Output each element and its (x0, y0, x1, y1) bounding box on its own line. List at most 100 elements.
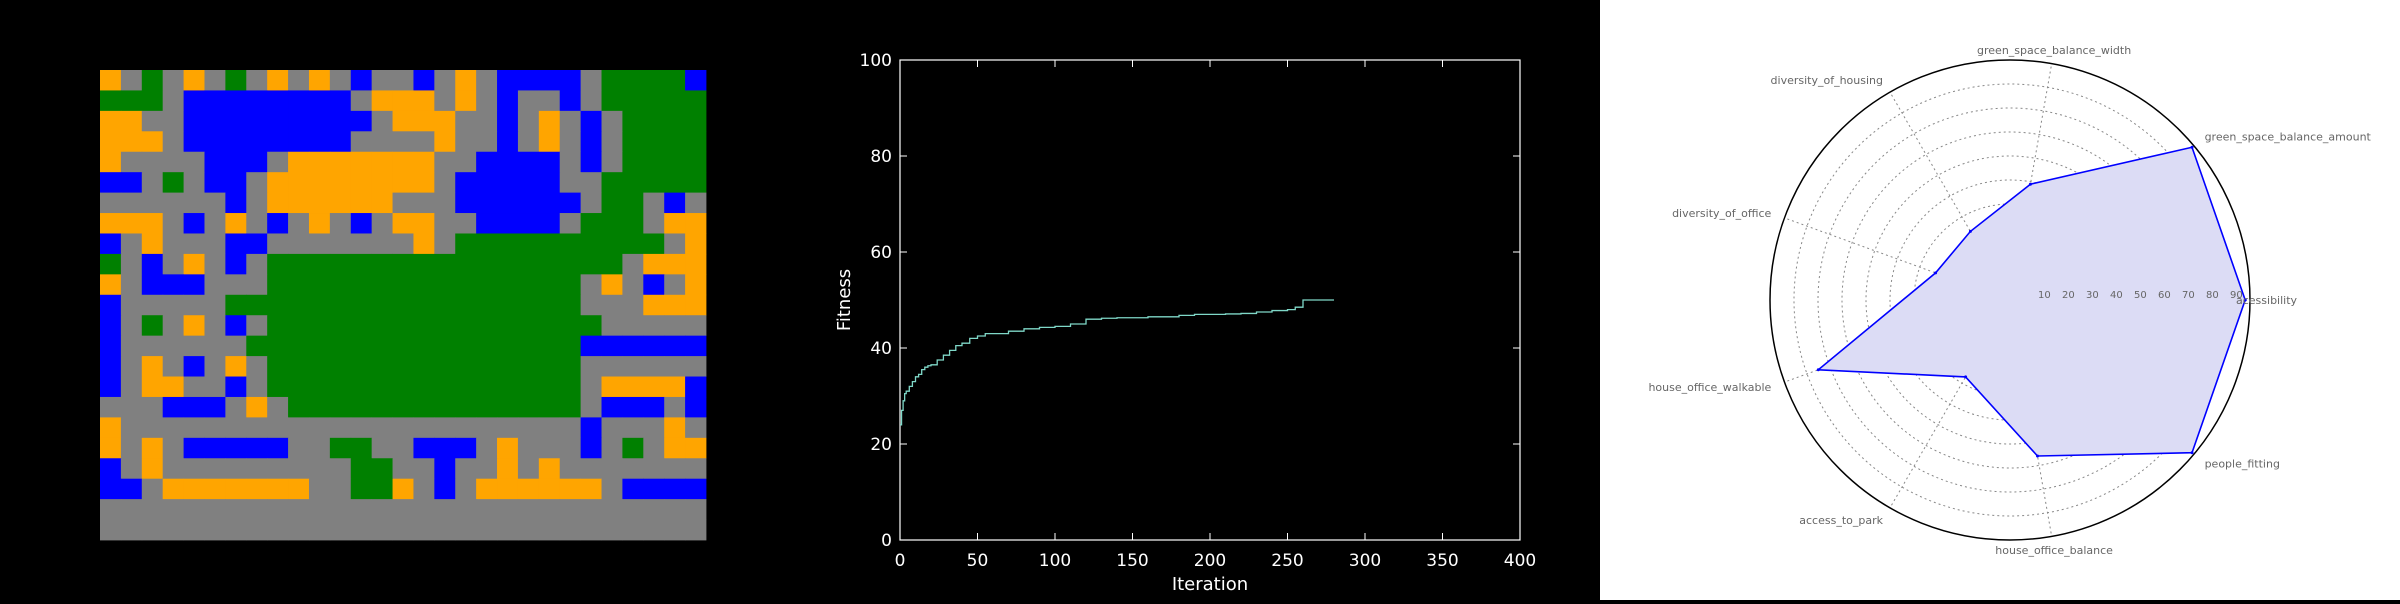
grid-cell-green (329, 376, 352, 398)
grid-cell-road (413, 192, 435, 214)
grid-cell-green (329, 356, 352, 377)
grid-cell-green (350, 478, 373, 500)
grid-cell-green (329, 437, 352, 459)
grid-cell-green (413, 274, 435, 296)
grid-cell-green (371, 274, 393, 296)
grid-cell-office (580, 417, 602, 439)
grid-cell-office (664, 192, 686, 214)
grid-cell-road (204, 274, 226, 296)
grid-cell-road (538, 519, 561, 541)
grid-cell-green (622, 172, 644, 193)
grid-cell-green (538, 356, 561, 377)
radial-tick-label: 40 (2110, 290, 2123, 301)
grid-cell-road (664, 274, 686, 296)
grid-cell-residential (329, 172, 352, 193)
grid-cell-office (100, 172, 122, 193)
grid-cell-road (204, 233, 226, 255)
grid-cell-residential (141, 233, 164, 255)
grid-cell-road (120, 294, 143, 316)
grid-cell-road (664, 356, 686, 377)
grid-cell-road (559, 110, 582, 132)
grid-cell-residential (100, 70, 122, 91)
grid-cell-green (141, 70, 164, 91)
grid-cell-green (455, 356, 477, 377)
grid-cell-residential (538, 131, 561, 153)
grid-cell-green (288, 335, 310, 357)
grid-cell-green (329, 335, 352, 357)
grid-cell-road (413, 519, 435, 541)
grid-cell-road (329, 458, 352, 480)
grid-cell-road (580, 396, 602, 418)
grid-cell-residential (580, 478, 602, 500)
grid-cell-road (162, 335, 184, 357)
grid-cell-road (183, 335, 205, 357)
radar-axis-label: diversity_of_office (1672, 207, 1771, 220)
grid-cell-office (580, 437, 602, 459)
grid-cell-green (497, 335, 519, 357)
grid-cell-road (643, 499, 665, 520)
grid-cell-green (308, 315, 331, 337)
grid-cell-green (643, 90, 665, 112)
grid-cell-green (622, 233, 644, 255)
grid-cell-residential (308, 172, 331, 193)
grid-cell-road (622, 315, 644, 337)
grid-cell-road (622, 417, 644, 439)
grid-cell-green (434, 294, 456, 316)
grid-cell-office (204, 110, 226, 132)
grid-cell-road (120, 519, 143, 541)
grid-cell-green (517, 233, 540, 255)
grid-cell-residential (538, 110, 561, 132)
grid-cell-road (476, 519, 498, 541)
grid-cell-residential (288, 172, 310, 193)
grid-cell-green (559, 274, 582, 296)
grid-cell-green (517, 315, 540, 337)
grid-cell-green (371, 356, 393, 377)
grid-cell-green (476, 253, 498, 275)
grid-cell-road (413, 131, 435, 153)
grid-cell-green (643, 151, 665, 173)
grid-cell-road (392, 233, 414, 255)
grid-cell-residential (267, 478, 289, 500)
grid-cell-road (413, 478, 435, 500)
grid-cell-green (517, 376, 540, 398)
grid-cell-residential (120, 131, 143, 153)
grid-cell-road (162, 253, 184, 275)
grid-cell-road (204, 192, 226, 214)
grid-cell-road (371, 70, 393, 91)
grid-cell-road (559, 172, 582, 193)
grid-cell-road (288, 213, 310, 234)
grid-cell-green (476, 274, 498, 296)
grid-cell-road (685, 458, 707, 480)
grid-cell-green (455, 315, 477, 337)
grid-cell-road (288, 499, 310, 520)
grid-cell-green (538, 294, 561, 316)
grid-cell-office (225, 151, 247, 173)
grid-cell-road (120, 233, 143, 255)
grid-cell-road (517, 417, 540, 439)
grid-cell-road (225, 499, 247, 520)
grid-cell-road (455, 151, 477, 173)
grid-cell-office (350, 110, 373, 132)
grid-cell-green (580, 253, 602, 275)
grid-cell-road (204, 294, 226, 316)
grid-cell-green (246, 294, 268, 316)
grid-cell-green (413, 356, 435, 377)
grid-cell-road (580, 356, 602, 377)
grid-cell-green (622, 110, 644, 132)
grid-cell-road (392, 192, 414, 214)
grid-cell-office (183, 213, 205, 234)
grid-cell-road (204, 70, 226, 91)
grid-cell-office (308, 131, 331, 153)
grid-cell-road (100, 192, 122, 214)
grid-cell-road (120, 458, 143, 480)
grid-cell-green (455, 233, 477, 255)
grid-cell-office (329, 131, 352, 153)
grid-cell-office (685, 376, 707, 398)
grid-cell-road (350, 499, 373, 520)
grid-cell-road (141, 417, 164, 439)
grid-cell-road (120, 70, 143, 91)
grid-cell-green (162, 172, 184, 193)
grid-cell-residential (141, 376, 164, 398)
grid-cell-residential (664, 213, 686, 234)
grid-cell-green (308, 396, 331, 418)
